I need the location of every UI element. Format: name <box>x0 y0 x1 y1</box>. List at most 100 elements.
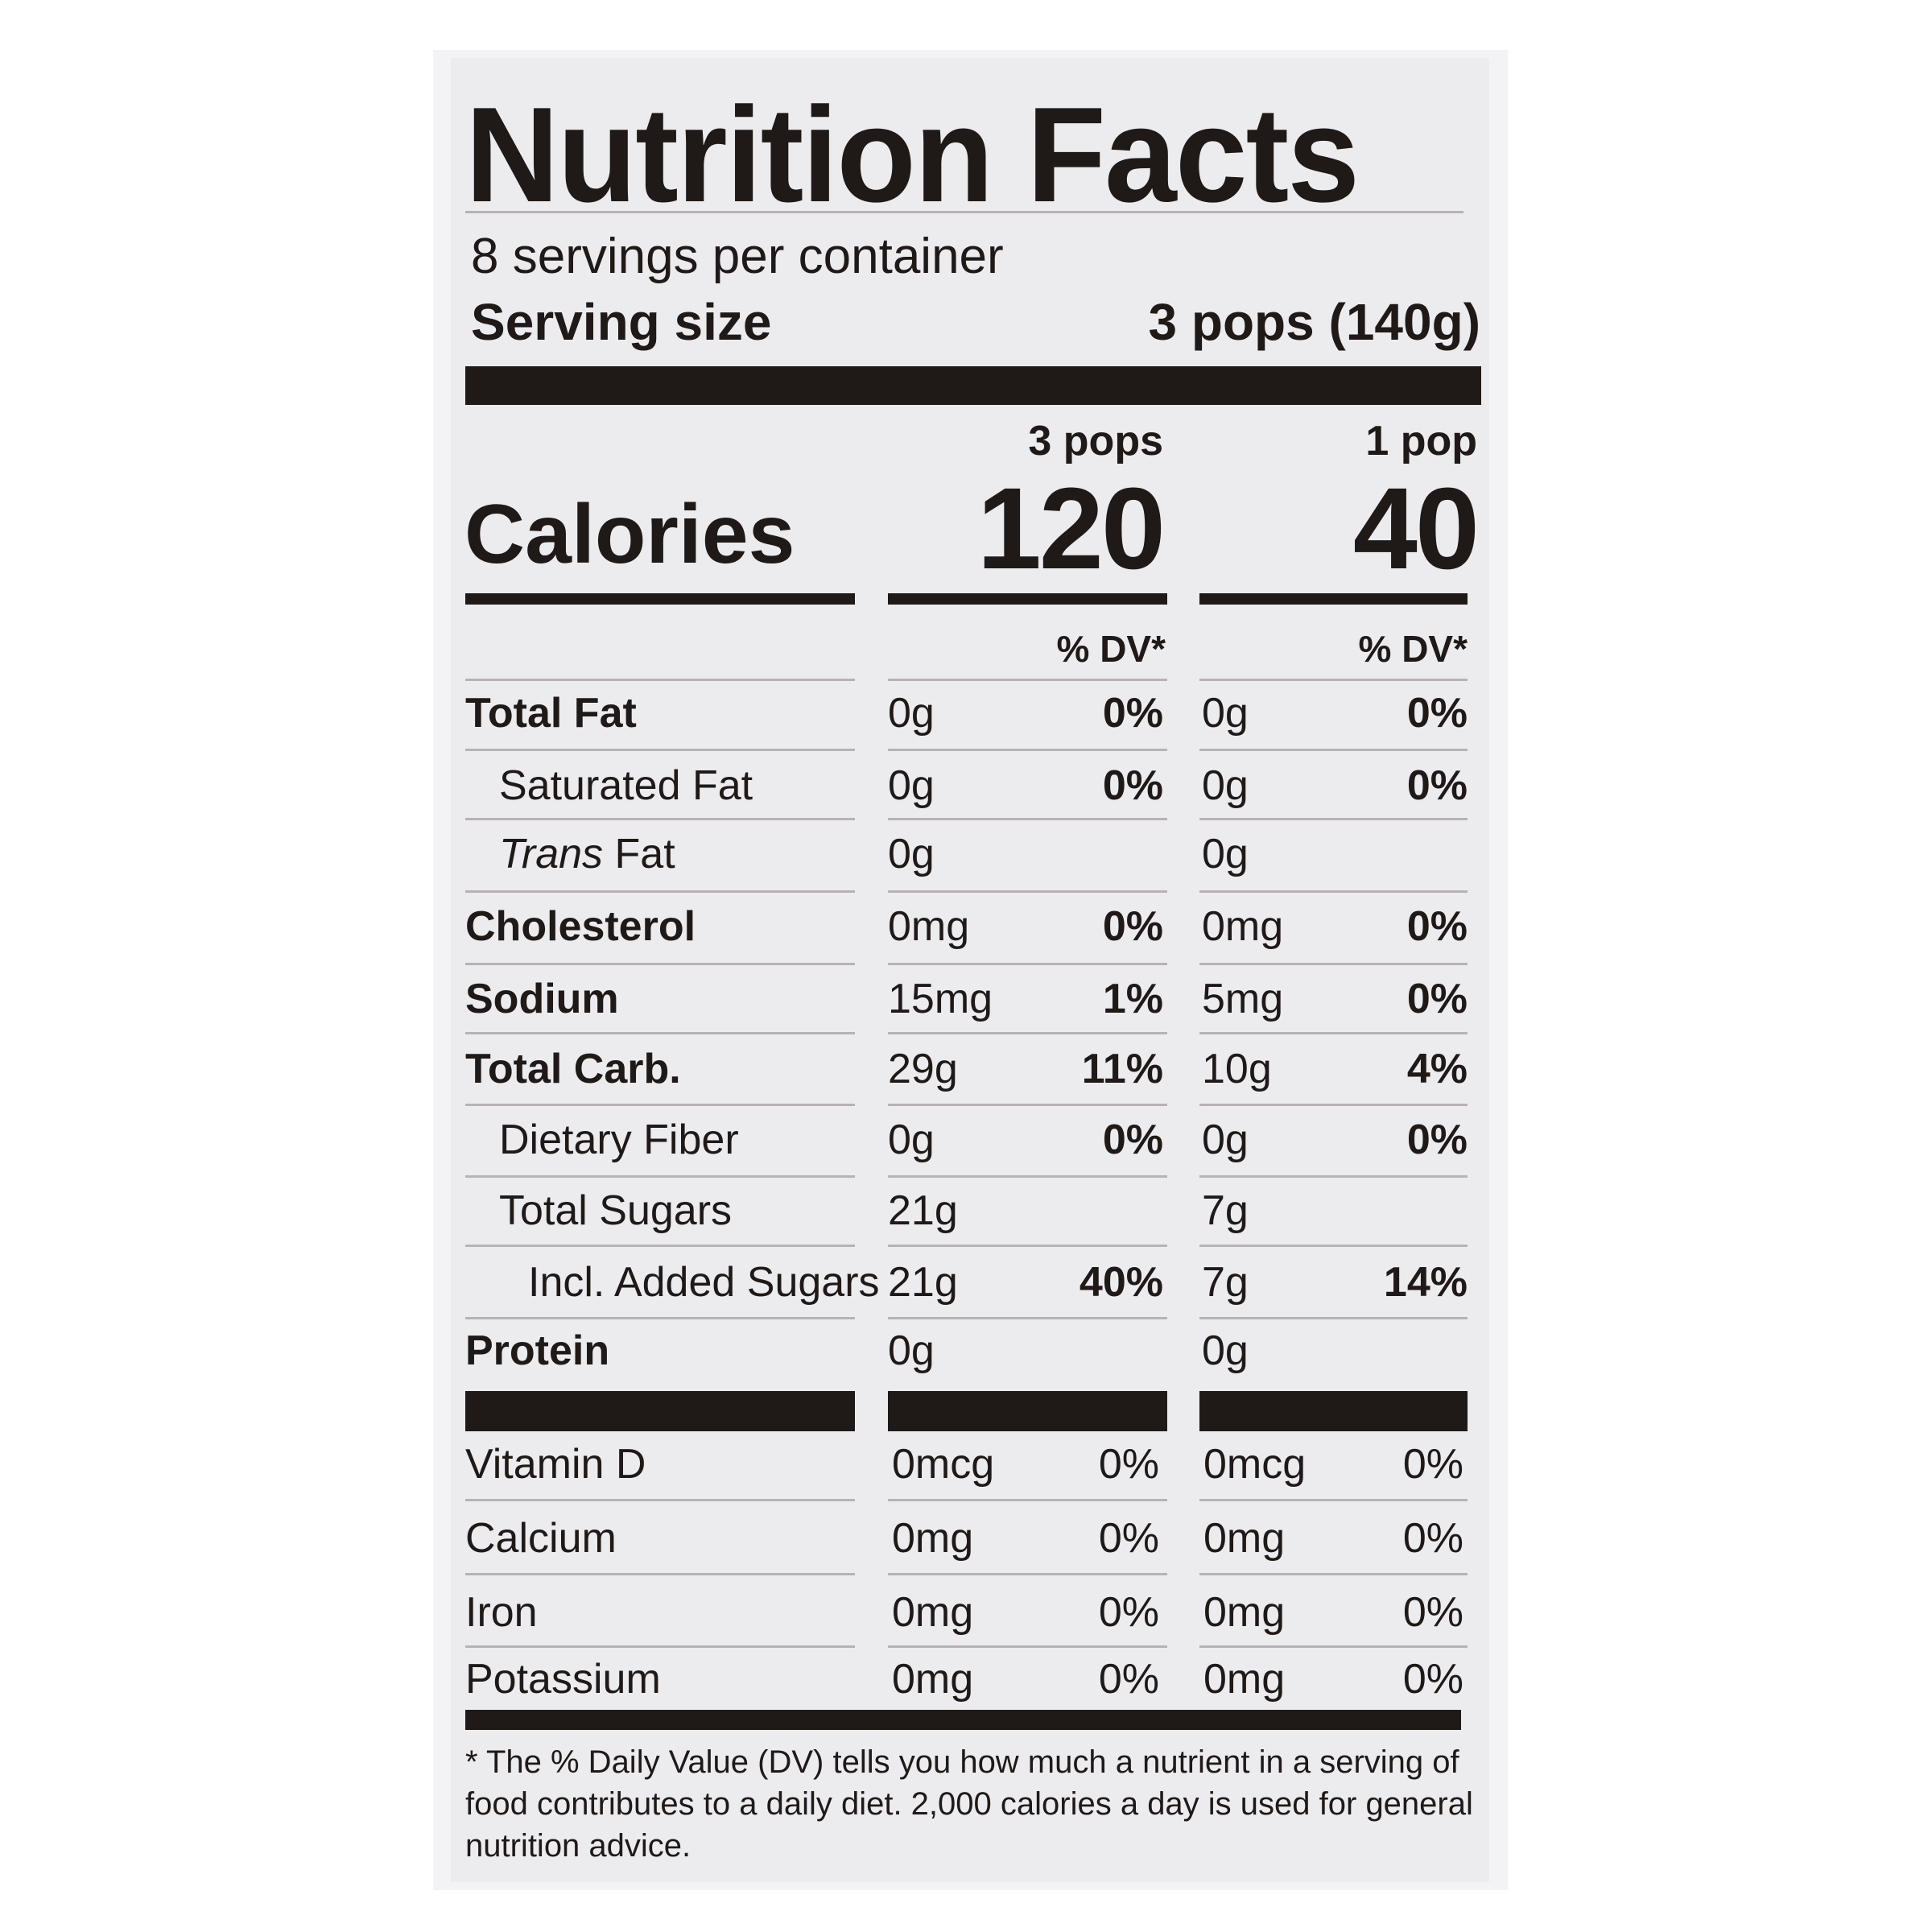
vitamin-rule-col1 <box>888 1645 1167 1648</box>
percent-dv-col1: 0% <box>1102 762 1163 809</box>
vitamin-percent-col1: 0% <box>1098 1515 1159 1562</box>
amount-col1: 0mg <box>888 903 970 950</box>
percent-dv-col2: 4% <box>1406 1046 1468 1092</box>
calories-rule-col2 <box>1199 593 1468 605</box>
row-rule-label <box>465 1104 855 1106</box>
vitamin-amount-col2: 0mg <box>1203 1656 1286 1703</box>
row-rule-col2 <box>1199 1245 1468 1247</box>
row-rule-label <box>465 1245 855 1247</box>
amount-col2: 0g <box>1202 831 1249 877</box>
calories-rule-label <box>465 593 855 605</box>
column-header-3-pops: 3 pops <box>1028 418 1163 464</box>
row-rule-col2 <box>1199 1175 1468 1178</box>
amount-col2: 0g <box>1202 1117 1249 1163</box>
amount-col2: 0g <box>1202 1327 1249 1374</box>
row-rule-col2 <box>1199 749 1468 751</box>
thick-divider-vitamins-col2 <box>1199 1391 1468 1431</box>
row-rule-col1 <box>888 890 1167 893</box>
row-rule-col1 <box>888 1032 1167 1034</box>
label-inner <box>451 58 1489 1882</box>
vitamin-label: Potassium <box>465 1656 661 1703</box>
nutrient-label: Incl. Added Sugars <box>528 1259 880 1306</box>
row-rule-col1 <box>888 818 1167 820</box>
vitamin-rule-col2 <box>1199 1499 1468 1501</box>
amount-col2: 5mg <box>1202 976 1284 1022</box>
percent-dv-col2: 0% <box>1406 1117 1468 1163</box>
row-rule-label <box>465 963 855 965</box>
vitamin-amount-col1: 0mg <box>892 1656 974 1703</box>
amount-col2: 0g <box>1202 762 1249 809</box>
row-rule-col1 <box>888 749 1167 751</box>
calories-rule-col1 <box>888 593 1167 605</box>
vitamin-rule-col2 <box>1199 1645 1468 1648</box>
thick-divider-top <box>465 366 1481 405</box>
vitamin-amount-col2: 0mg <box>1203 1589 1286 1636</box>
vitamin-rule-col1 <box>888 1499 1167 1501</box>
row-rule-col1 <box>888 1175 1167 1178</box>
row-rule-col1 <box>888 1245 1167 1247</box>
vitamin-amount-col1: 0mcg <box>892 1441 995 1488</box>
amount-col2: 0g <box>1202 690 1249 737</box>
nutrient-label: Total Carb. <box>465 1046 681 1092</box>
row-rule-col2 <box>1199 1104 1468 1106</box>
vitamin-rule-col2 <box>1199 1573 1468 1575</box>
percent-dv-col2: 0% <box>1406 690 1468 737</box>
amount-col1: 21g <box>888 1187 958 1234</box>
row-rule-col2 <box>1199 890 1468 893</box>
amount-col1: 0g <box>888 1117 935 1163</box>
thick-divider-bottom <box>465 1710 1461 1730</box>
dv-header-col2: % DV* <box>1358 628 1468 670</box>
vitamin-rule-label <box>465 1499 855 1501</box>
row-rule-col2 <box>1199 1317 1468 1319</box>
row-rule-label <box>465 1032 855 1034</box>
dv-header-rule-label <box>465 679 855 681</box>
amount-col1: 21g <box>888 1259 958 1306</box>
row-rule-label <box>465 749 855 751</box>
calories-value-3-pops: 120 <box>976 464 1166 593</box>
percent-dv-col1: 11% <box>1081 1046 1163 1092</box>
dv-header-col1: % DV* <box>1056 628 1166 670</box>
vitamin-percent-col2: 0% <box>1402 1515 1463 1562</box>
column-header-1-pop: 1 pop <box>1365 418 1477 464</box>
thick-divider-vitamins-col1 <box>888 1391 1167 1431</box>
nutrient-label-italic: Trans <box>499 831 604 877</box>
footnote: * The % Daily Value (DV) tells you how m… <box>465 1744 1473 1864</box>
vitamin-percent-col1: 0% <box>1098 1656 1159 1703</box>
amount-col1: 0g <box>888 690 935 737</box>
amount-col2: 0mg <box>1202 903 1284 950</box>
vitamin-percent-col1: 0% <box>1098 1441 1159 1488</box>
serving-size-label: Serving size <box>471 293 772 351</box>
vitamin-percent-col1: 0% <box>1098 1589 1159 1636</box>
row-rule-col1 <box>888 963 1167 965</box>
nutrient-label: Saturated Fat <box>499 762 753 809</box>
servings-per-container: 8 servings per container <box>471 229 1004 284</box>
vitamin-percent-col2: 0% <box>1402 1656 1463 1703</box>
nutrient-label: Cholesterol <box>465 903 696 950</box>
percent-dv-col1: 40% <box>1079 1259 1163 1306</box>
nutrient-label: Trans Fat <box>499 833 675 875</box>
vitamin-percent-col2: 0% <box>1402 1589 1463 1636</box>
vitamin-amount-col2: 0mg <box>1203 1515 1286 1562</box>
label-title: Nutrition Facts <box>465 79 1360 230</box>
amount-col1: 29g <box>888 1046 958 1092</box>
vitamin-label: Vitamin D <box>465 1441 646 1488</box>
percent-dv-col1: 0% <box>1102 903 1163 950</box>
serving-size-value: 3 pops (140g) <box>1148 293 1480 351</box>
amount-col2: 7g <box>1202 1259 1249 1306</box>
percent-dv-col1: 0% <box>1102 1117 1163 1163</box>
row-rule-col2 <box>1199 818 1468 820</box>
nutrient-label: Sodium <box>465 976 619 1022</box>
percent-dv-col2: 0% <box>1406 903 1468 950</box>
thick-divider-vitamins-label <box>465 1391 855 1431</box>
row-rule-label <box>465 1317 855 1319</box>
percent-dv-col2: 0% <box>1406 762 1468 809</box>
percent-dv-col2: 0% <box>1406 976 1468 1022</box>
amount-col1: 15mg <box>888 976 993 1022</box>
amount-col1: 0g <box>888 831 935 877</box>
vitamin-rule-label <box>465 1645 855 1648</box>
row-rule-label <box>465 1175 855 1178</box>
percent-dv-col1: 0% <box>1102 690 1163 737</box>
dv-header-rule-col2 <box>1199 679 1468 681</box>
nutrient-label: Total Fat <box>465 690 637 737</box>
vitamin-percent-col2: 0% <box>1402 1441 1463 1488</box>
